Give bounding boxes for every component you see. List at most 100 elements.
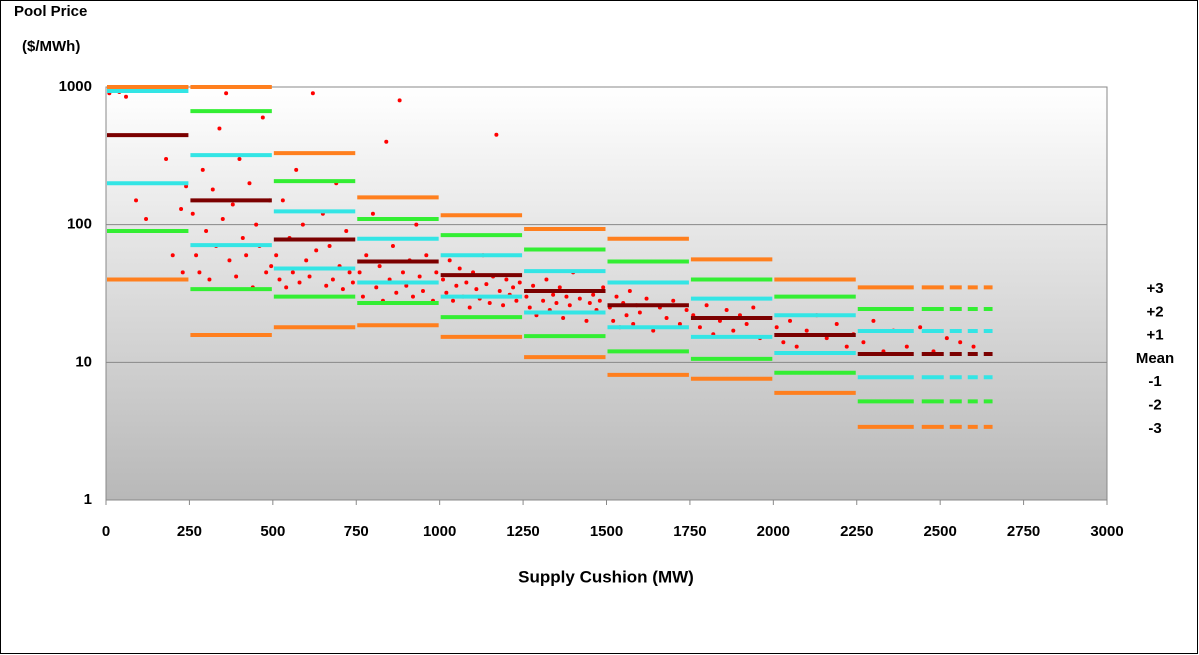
scatter-point — [447, 258, 452, 263]
scatter-point — [611, 318, 616, 323]
scatter-point — [697, 325, 702, 330]
scatter-point — [514, 298, 519, 303]
scatter-point — [944, 336, 949, 341]
scatter-point — [451, 298, 456, 303]
scatter-point — [517, 280, 522, 285]
x-tick-label: 3000 — [1090, 523, 1123, 540]
scatter-point — [464, 280, 469, 285]
scatter-point — [254, 222, 259, 227]
scatter-point — [387, 277, 392, 282]
scatter-point — [340, 287, 345, 292]
scatter-point — [651, 328, 656, 333]
scatter-point — [357, 270, 362, 275]
scatter-point — [731, 328, 736, 333]
scatter-point — [197, 270, 202, 275]
legend-label: -2 — [1148, 396, 1161, 413]
scatter-point — [544, 277, 549, 282]
scatter-point — [170, 253, 175, 258]
y-tick-label: 10 — [75, 353, 92, 370]
scatter-point — [971, 344, 976, 349]
x-tick-label: 1500 — [590, 523, 623, 540]
legend-label: +3 — [1146, 280, 1163, 297]
scatter-point — [364, 253, 369, 258]
scatter-point — [374, 285, 379, 290]
scatter-point — [220, 216, 225, 221]
x-tick-label: 1750 — [673, 523, 706, 540]
scatter-point — [454, 283, 459, 288]
scatter-point — [264, 270, 269, 275]
scatter-point — [184, 184, 189, 189]
scatter-point — [227, 258, 232, 263]
scatter-point — [487, 300, 492, 305]
scatter-point — [457, 266, 462, 271]
scatter-point — [164, 156, 169, 161]
y-tick-label: 100 — [67, 216, 92, 233]
scatter-point — [304, 258, 309, 263]
x-tick-label: 2500 — [923, 523, 956, 540]
scatter-point — [414, 222, 419, 227]
scatter-point — [237, 156, 242, 161]
scatter-point — [360, 294, 365, 299]
scatter-point — [958, 340, 963, 345]
scatter-point — [144, 216, 149, 221]
scatter-point — [918, 325, 923, 330]
scatter-point — [724, 307, 729, 312]
scatter-point — [424, 253, 429, 258]
plot-area — [105, 86, 1108, 501]
y-axis-label: ($/MWh) — [22, 38, 80, 55]
scatter-point — [627, 288, 632, 293]
scatter-point — [284, 285, 289, 290]
scatter-point — [577, 296, 582, 301]
scatter-point — [474, 287, 479, 292]
scatter-point — [417, 274, 422, 279]
scatter-point — [244, 253, 249, 258]
scatter-point — [677, 321, 682, 326]
legend-label: -3 — [1148, 420, 1161, 437]
x-tick-label: 2750 — [1007, 523, 1040, 540]
scatter-point — [904, 344, 909, 349]
x-axis-label: Supply Cushion (MW) — [518, 567, 694, 586]
scatter-point — [584, 318, 589, 323]
scatter-point — [207, 277, 212, 282]
scatter-point — [531, 283, 536, 288]
scatter-point — [327, 243, 332, 248]
legend-label: +1 — [1146, 327, 1163, 344]
scatter-point — [751, 305, 756, 310]
x-tick-label: 0 — [102, 523, 110, 540]
scatter-point — [310, 91, 315, 96]
legend-label: +2 — [1146, 303, 1163, 320]
scatter-point — [567, 303, 572, 308]
x-tick-label: 2250 — [840, 523, 873, 540]
scatter-point — [410, 294, 415, 299]
scatter-point — [397, 98, 402, 103]
scatter-point — [300, 222, 305, 227]
scatter-point — [597, 298, 602, 303]
scatter-point — [269, 264, 274, 269]
scatter-point — [844, 344, 849, 349]
scatter-point — [260, 115, 265, 120]
scatter-point — [624, 313, 629, 318]
scatter-point — [541, 298, 546, 303]
x-tick-label: 750 — [344, 523, 369, 540]
scatter-point — [240, 236, 245, 241]
scatter-point — [324, 283, 329, 288]
x-tick-label: 1000 — [423, 523, 456, 540]
scatter-point — [561, 315, 566, 320]
y-axis-label: Pool Price — [14, 3, 87, 20]
scatter-point — [377, 264, 382, 269]
scatter-point — [314, 248, 319, 253]
scatter-point — [179, 206, 184, 211]
scatter-point — [347, 270, 352, 275]
x-tick-label: 250 — [177, 523, 202, 540]
scatter-point — [434, 270, 439, 275]
scatter-point — [664, 315, 669, 320]
scatter-point — [781, 340, 786, 345]
legend-label: Mean — [1136, 350, 1174, 367]
scatter-point — [230, 202, 235, 207]
scatter-point — [384, 139, 389, 144]
scatter-point — [494, 132, 499, 137]
scatter-point — [871, 318, 876, 323]
scatter-point — [788, 318, 793, 323]
scatter-point — [277, 277, 282, 282]
